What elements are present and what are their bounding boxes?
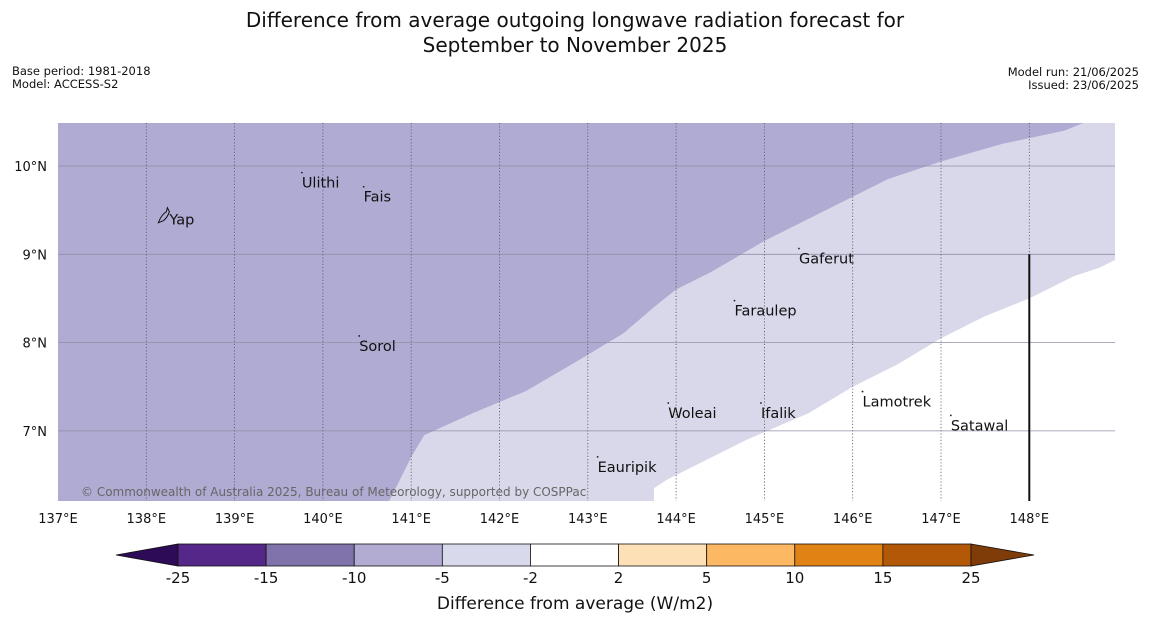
copyright-text: © Commonwealth of Australia 2025, Bureau… (81, 485, 587, 499)
meta-left: Base period: 1981-2018 Model: ACCESS-S2 (12, 65, 151, 91)
place-label: Yap (168, 213, 194, 229)
island-marker (760, 402, 762, 404)
lat-tick-label: 9°N (23, 248, 48, 263)
island-marker (300, 171, 303, 174)
model-text: Model: ACCESS-S2 (12, 77, 119, 91)
colorbar: -25 -15 -10 -5 -2 2 5 10 15 25 (115, 543, 1035, 587)
lon-tick-label: 138°E (127, 512, 167, 527)
place-label: Faraulep (734, 304, 796, 320)
meta-right: Model run: 21/06/2025 Issued: 23/06/2025 (1008, 66, 1139, 92)
colorbar-bin (353, 543, 443, 567)
yap-island-outline (157, 206, 170, 224)
lon-tick-label: 143°E (568, 512, 608, 527)
island-marker (733, 299, 736, 302)
island-marker (861, 390, 864, 393)
base-period-text: Base period: 1981-2018 (12, 64, 151, 78)
title-line-2: September to November 2025 (422, 33, 728, 57)
colorbar-tick-label: 5 (702, 569, 712, 587)
colorbar-tick-label: -25 (166, 569, 191, 587)
colorbar-tick-label: 10 (785, 569, 804, 587)
lon-tick-label: 146°E (833, 512, 873, 527)
anomaly-region (58, 123, 1084, 501)
lon-tick-label: 147°E (921, 512, 961, 527)
island-marker (358, 335, 361, 337)
place-label: Satawal (951, 418, 1008, 434)
island-marker (596, 456, 599, 458)
place-label: Gaferut (799, 252, 854, 268)
map-area: Ulithi Fais Yap Gaferut Faraulep Sorol Woleai I… (58, 123, 1115, 501)
place-label: Sorol (359, 339, 396, 355)
colorbar-extend-high (970, 543, 1035, 567)
colorbar-tick-label: 25 (961, 569, 980, 587)
place-label: Ifalik (761, 406, 796, 422)
island-marker (949, 414, 952, 417)
island-marker (667, 402, 670, 404)
map-title: Difference from average outgoing longwav… (0, 8, 1150, 58)
colorbar-bin (618, 543, 708, 567)
lat-tick-label: 7°N (23, 425, 48, 440)
place-label: Eauripik (598, 460, 657, 476)
lat-tick-label: 10°N (14, 160, 47, 175)
colorbar-tick-label: -5 (435, 569, 450, 587)
lon-tick-label: 144°E (656, 512, 696, 527)
colorbar-bin (706, 543, 796, 567)
island-marker (362, 185, 365, 188)
lon-tick-label: 139°E (215, 512, 255, 527)
colorbar-bin (882, 543, 972, 567)
place-label: Lamotrek (863, 395, 932, 411)
lat-tick-label: 8°N (23, 337, 48, 352)
colorbar-bin (530, 543, 619, 567)
place-label: Ulithi (302, 176, 340, 192)
lon-tick-label: 145°E (745, 512, 785, 527)
island-marker (798, 247, 800, 250)
colorbar-bin (441, 543, 531, 567)
place-label: Fais (364, 190, 391, 206)
lon-tick-label: 142°E (480, 512, 520, 527)
lon-tick-label: 141°E (391, 512, 431, 527)
anomaly-region (389, 123, 1115, 501)
colorbar-tick-label: -15 (254, 569, 279, 587)
colorbar-tick-label: 15 (873, 569, 892, 587)
colorbar-tick-label: -10 (342, 569, 367, 587)
model-run-text: Model run: 21/06/2025 (1007, 65, 1139, 79)
colorbar-tick-label: -2 (523, 569, 538, 587)
lon-tick-label: 140°E (303, 512, 343, 527)
colorbar-tick-label: 2 (614, 569, 624, 587)
colorbar-title: Difference from average (W/m2) (436, 594, 714, 614)
title-line-1: Difference from average outgoing longwav… (245, 8, 905, 32)
lon-tick-label: 148°E (1010, 512, 1050, 527)
colorbar-bin (265, 543, 355, 567)
place-label: Woleai (668, 406, 716, 422)
lon-tick-label: 137°E (38, 512, 78, 527)
issued-text: Issued: 23/06/2025 (1028, 78, 1139, 92)
colorbar-bin (794, 543, 884, 567)
colorbar-extend-low (115, 543, 179, 567)
colorbar-bin (177, 543, 267, 567)
